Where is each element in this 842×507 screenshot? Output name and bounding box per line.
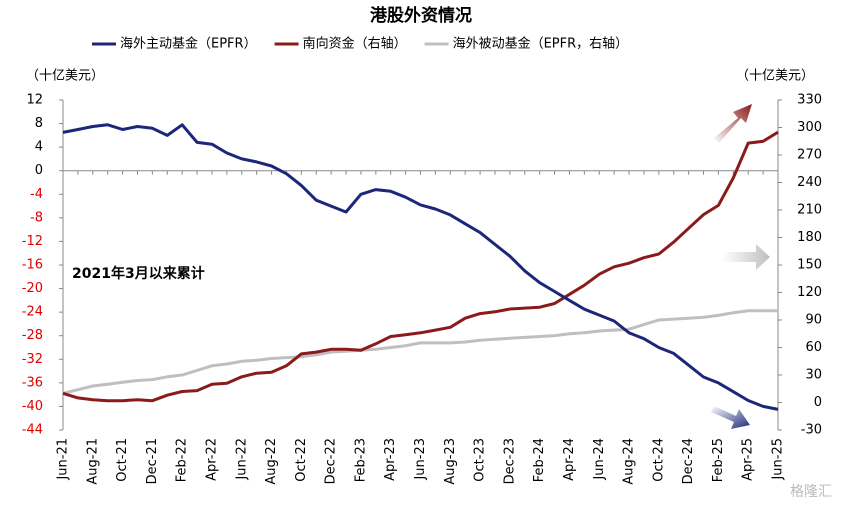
x-tick-label: Apr-25: [741, 438, 756, 481]
y-tick-label: -32: [22, 352, 43, 367]
watermark: 格隆汇: [790, 484, 832, 500]
x-tick-label: Feb-22: [175, 438, 190, 482]
y2-tick-label: 180: [797, 230, 822, 245]
x-tick-label: Feb-23: [353, 438, 368, 482]
arrow-right: [722, 244, 770, 270]
y-tick-label: 8: [35, 116, 43, 131]
y2-tick-label: 0: [814, 395, 822, 410]
x-tick-label: Dec-24: [681, 438, 696, 484]
y2-unit-label: （十亿美元）: [736, 69, 814, 84]
legend-label: 海外主动基金（EPFR）: [120, 36, 257, 52]
y-tick-label: 0: [35, 163, 43, 178]
series-line: [62, 130, 779, 403]
y2-tick-label: 300: [797, 120, 822, 135]
x-tick-label: Oct-22: [294, 438, 309, 482]
y2-tick-label: 30: [805, 368, 822, 383]
arrow-down: [711, 406, 750, 429]
series-line: [62, 309, 778, 395]
y-tick-label: 12: [26, 93, 43, 108]
y-tick-label: -24: [22, 305, 43, 320]
y2-tick-label: 120: [797, 285, 822, 300]
y-unit-label: （十亿美元）: [26, 69, 104, 84]
y-tick-label: -8: [30, 210, 43, 225]
x-tick-label: Aug-21: [85, 438, 100, 485]
arrow-up: [714, 104, 752, 143]
y-tick-label: -4: [30, 187, 43, 202]
x-tick-label: Aug-24: [622, 438, 637, 485]
y-tick-label: -40: [22, 399, 43, 414]
y2-tick-label: 150: [797, 258, 822, 273]
x-tick-label: Dec-21: [145, 438, 160, 484]
x-tick-label: Jun-23: [413, 438, 428, 481]
x-tick-label: Jun-22: [234, 438, 249, 481]
legend-label: 南向资金（右轴）: [303, 36, 407, 52]
y-tick-label: -36: [22, 375, 43, 390]
y2-tick-label: -30: [801, 423, 822, 438]
legend-label: 海外被动基金（EPFR，右轴）: [453, 36, 629, 52]
x-tick-label: Apr-24: [562, 438, 577, 481]
y2-tick-label: 60: [805, 340, 822, 355]
y-tick-label: -12: [22, 234, 43, 249]
y-tick-label: -20: [22, 281, 43, 296]
x-tick-label: Jun-21: [56, 438, 71, 481]
x-tick-label: Apr-22: [204, 438, 219, 481]
y2-tick-label: 330: [797, 93, 822, 108]
x-tick-label: Aug-23: [443, 438, 458, 485]
y-tick-label: 4: [35, 140, 43, 155]
x-tick-label: Feb-24: [532, 438, 547, 482]
x-tick-label: Jun-25: [771, 438, 786, 481]
x-tick-label: Aug-22: [264, 438, 279, 485]
x-tick-label: Jun-24: [592, 438, 607, 481]
x-tick-label: Oct-23: [473, 438, 488, 482]
y-tick-label: -44: [22, 423, 43, 438]
y-tick-label: -28: [22, 328, 43, 343]
x-tick-label: Oct-21: [115, 438, 130, 482]
arrows: [711, 104, 770, 429]
y2-tick-label: 270: [797, 148, 822, 163]
series-line: [62, 123, 779, 411]
y2-tick-label: 240: [797, 175, 822, 190]
chart-title: 港股外资情况: [370, 5, 472, 26]
x-tick-label: Dec-23: [502, 438, 517, 484]
x-tick-label: Apr-23: [383, 438, 398, 481]
x-tick-label: Oct-24: [651, 438, 666, 482]
y2-tick-label: 210: [797, 203, 822, 218]
y2-tick-label: 90: [805, 313, 822, 328]
annotation: 2021年3月以来累计: [72, 265, 205, 282]
x-tick-label: Feb-25: [711, 438, 726, 482]
y-tick-label: -16: [22, 258, 43, 273]
x-tick-label: Dec-22: [324, 438, 339, 484]
